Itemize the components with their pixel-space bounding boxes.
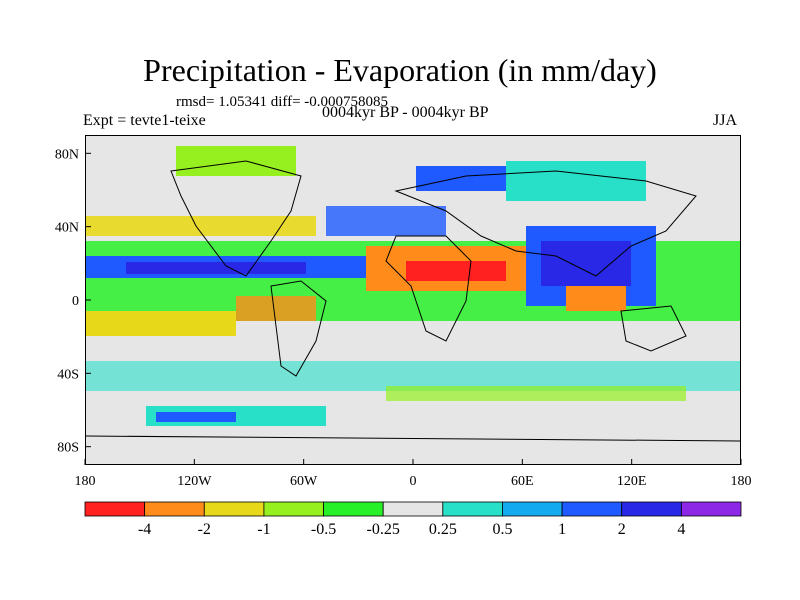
x-axis-ticks: 180 120W 60W 0 60E 120E 180 [75, 459, 752, 489]
colorbar-label: 1 [558, 521, 566, 538]
colorbar-label: -1 [257, 521, 270, 538]
y-tick-label: 80N [55, 147, 79, 162]
map-panel [85, 135, 741, 465]
y-axis-ticks: 80N 40N 0 40S 80S [55, 147, 91, 456]
stats-label: rmsd= 1.05341 diff= -0.000758085 [176, 94, 389, 110]
y-tick-label: 80S [57, 441, 79, 456]
period-label: 0004kyr BP - 0004kyr BP [322, 104, 489, 121]
x-tick-label: 120W [177, 474, 212, 489]
figure-title: Precipitation - Evaporation (in mm/day) [143, 52, 657, 88]
colorbar-label: 4 [677, 521, 685, 538]
y-tick-label: 0 [72, 294, 79, 309]
y-tick-label: 40N [55, 221, 79, 236]
colorbar-swatch [144, 501, 205, 517]
season-label: JJA [713, 112, 738, 129]
colorbar-swatch [680, 501, 742, 517]
colorbar-swatch [561, 501, 623, 517]
y-tick-label: 40S [57, 367, 79, 382]
x-tick-label: 0 [410, 474, 417, 489]
colorbar-swatch [502, 501, 563, 517]
map-field [86, 146, 740, 442]
colorbar-swatch [323, 501, 384, 517]
colorbar-label: -2 [198, 521, 211, 538]
colorbar-label: 0.25 [429, 521, 457, 538]
colorbar-label: 0.5 [492, 521, 512, 538]
colorbar-swatch [84, 501, 146, 517]
colorbar-swatch [382, 501, 444, 517]
colorbar-label: -0.25 [367, 521, 400, 538]
x-tick-label: 180 [75, 474, 96, 489]
colorbar-label: -4 [138, 521, 151, 538]
x-tick-label: 120E [617, 474, 647, 489]
colorbar-swatch [442, 501, 503, 517]
colorbar: -4 -2 -1 -0.5 -0.25 0.25 0.5 1 2 4 [84, 501, 742, 538]
x-tick-label: 60W [290, 474, 318, 489]
experiment-label: Expt = tevte1-teixe [83, 112, 206, 129]
colorbar-swatch [263, 501, 324, 517]
colorbar-label: 2 [618, 521, 626, 538]
colorbar-swatch [621, 501, 682, 517]
x-tick-label: 60E [511, 474, 534, 489]
colorbar-swatch [203, 501, 265, 517]
colorbar-label: -0.5 [311, 521, 336, 538]
x-tick-label: 180 [731, 474, 752, 489]
